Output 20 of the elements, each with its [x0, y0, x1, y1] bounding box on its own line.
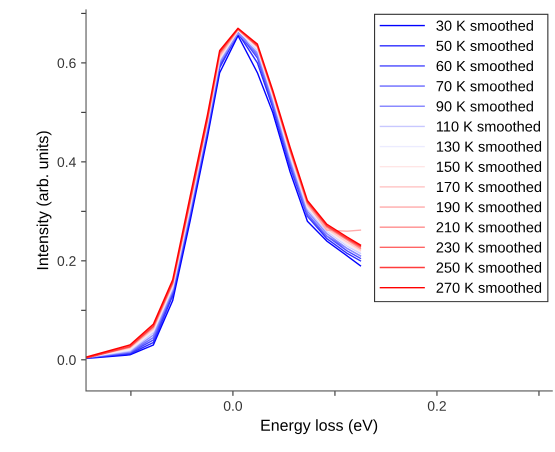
y-tick-label: 0.2: [58, 256, 76, 266]
x-axis-title: Energy loss (eV): [261, 419, 378, 434]
legend-label: 170 K smoothed: [436, 181, 542, 192]
legend-label: 250 K smoothed: [436, 262, 542, 273]
legend-label: 110 K smoothed: [436, 120, 540, 132]
legend-label: 150 K smoothed: [436, 161, 542, 172]
legend-label: 270 K smoothed: [436, 282, 542, 293]
y-axis-title: Intensity (arb. units): [36, 131, 52, 270]
legend-label: 70 K smoothed: [436, 80, 533, 92]
legend-label: 230 K smoothed: [436, 242, 542, 253]
y-tick-label: 0.0: [58, 355, 76, 365]
y-tick-label: 0.4: [58, 157, 76, 168]
legend-label: 190 K smoothed: [436, 202, 542, 212]
legend-label: 90 K smoothed: [436, 100, 533, 112]
legend-label: 210 K smoothed: [436, 222, 542, 232]
legend-label: 130 K smoothed: [436, 141, 542, 152]
legend-label: 30 K smoothed: [436, 20, 533, 31]
legend-label: 50 K smoothed: [436, 40, 533, 52]
y-tick-label: 0.6: [58, 58, 76, 68]
legend-label: 60 K smoothed: [436, 60, 533, 72]
